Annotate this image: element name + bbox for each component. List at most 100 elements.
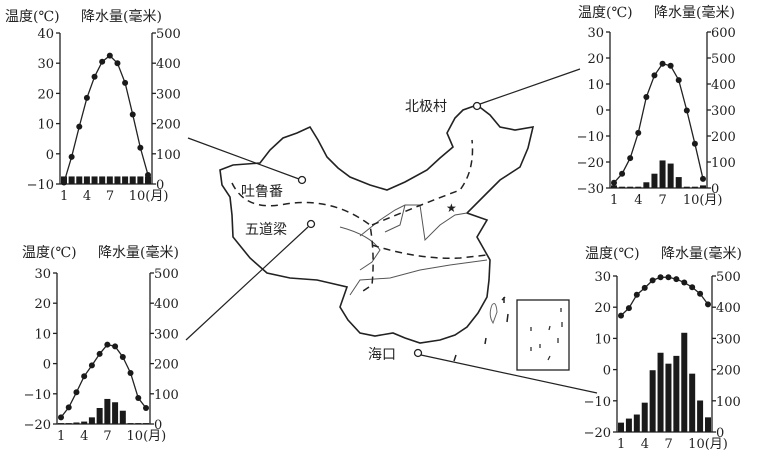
climate-charts: 温度(℃) 降水量(毫米)403020100−105004003002001000… [5, 4, 742, 452]
right-tick-label: 100 [156, 148, 181, 163]
precipitation-bar [691, 186, 698, 188]
right-tick-label: 300 [154, 327, 179, 342]
temperature-line [620, 276, 709, 317]
left-tick-label: 10 [37, 118, 54, 133]
temperature-point [68, 153, 75, 160]
temperature-point [673, 276, 680, 283]
temperature-point [91, 73, 98, 80]
precipitation-bar [689, 373, 696, 432]
left-tick-label: 0 [596, 104, 604, 119]
inset-dashes [530, 308, 563, 361]
climate-chart-2: 温度(℃) 降水量(毫米)3020100−10−20500400300200100… [22, 244, 179, 444]
precipitation-bar [129, 176, 136, 184]
precipitation-bar [96, 407, 103, 424]
precipitation-bar [91, 176, 98, 184]
temperature-point [119, 353, 126, 360]
precipitation-bar [119, 410, 126, 424]
temperature-point [127, 369, 134, 376]
precipitation-axis-title: 降水量(毫米) [81, 8, 162, 25]
x-tick-label: 1 [617, 437, 625, 452]
temperature-axis-title: 温度(℃) [578, 5, 633, 21]
left-tick-label: −10 [577, 130, 604, 145]
right-tick-label: 300 [156, 87, 181, 102]
china-map: ★ 北极村 吐鲁番 五道梁 海口 [185, 68, 598, 394]
temperature-point [135, 395, 142, 402]
leader-line-turpan [187, 137, 300, 180]
x-tick-label: 10(月) [683, 193, 723, 208]
x-tick-label: 7 [106, 189, 114, 204]
left-tick-label: 30 [37, 57, 54, 72]
left-tick-label: 0 [46, 148, 54, 163]
temperature-point [659, 60, 666, 67]
capital-star-icon: ★ [446, 201, 457, 215]
right-tick-label: 0 [716, 426, 724, 441]
temperature-line [60, 343, 147, 418]
precipitation-bar [697, 400, 704, 432]
precipitation-bar [58, 423, 64, 424]
left-tick-label: −10 [24, 388, 51, 403]
precipitation-bar [649, 370, 656, 432]
temperature-point [627, 155, 634, 162]
left-tick-label: 10 [34, 327, 51, 342]
precipitation-bar [104, 398, 111, 424]
leader-line-haikou [420, 354, 598, 394]
temperature-point [611, 179, 617, 186]
precipitation-bar [673, 355, 680, 432]
temperature-point [643, 94, 650, 100]
right-tick-label: 500 [156, 27, 181, 42]
x-tick-label: 10(月) [127, 429, 167, 444]
left-tick-label: 30 [34, 267, 51, 282]
x-tick-label: 4 [641, 437, 649, 452]
temperature-point [83, 94, 90, 101]
temperature-point [618, 312, 624, 319]
station-label-turpan: 吐鲁番 [241, 184, 283, 200]
right-tick-label: 400 [154, 297, 179, 312]
left-tick-label: −10 [584, 395, 611, 410]
temperature-point [129, 111, 136, 118]
precipitation-bar [627, 186, 634, 188]
left-tick-label: −20 [577, 156, 604, 171]
temperature-point [145, 171, 151, 178]
left-tick-label: 40 [37, 27, 54, 42]
temperature-point [76, 123, 83, 130]
temperature-point [697, 290, 704, 297]
precipitation-bar [665, 363, 672, 432]
x-tick-label: 1 [610, 193, 618, 208]
temperature-point [675, 77, 682, 84]
climate-chart-1: 温度(℃) 降水量(毫米)3020100−10−20−30600500400300… [577, 4, 736, 208]
x-tick-label: 4 [634, 193, 642, 208]
x-tick-label: 1 [57, 429, 65, 444]
left-tick-label: 20 [587, 52, 604, 67]
south-sea-dashes [453, 296, 509, 362]
precipitation-bar [88, 417, 95, 424]
right-tick-label: 200 [156, 118, 181, 133]
x-tick-label: 7 [664, 437, 672, 452]
temperature-point [681, 279, 688, 286]
station-label-haikou: 海口 [368, 347, 396, 363]
temperature-point [137, 144, 144, 151]
taiwan-island [489, 303, 498, 325]
temperature-point [143, 404, 149, 411]
precipitation-bar [68, 176, 75, 184]
temperature-point [641, 284, 648, 291]
station-label-wudaoliang: 五道梁 [245, 222, 287, 238]
temperature-point [88, 362, 95, 369]
precipitation-bar [681, 332, 688, 432]
precipitation-bar [73, 422, 80, 424]
right-tick-label: 100 [716, 395, 741, 410]
right-tick-label: 300 [711, 104, 736, 119]
precipitation-bar [643, 182, 650, 188]
precipitation-bar [619, 186, 626, 188]
south-china-sea-inset [516, 299, 570, 371]
temperature-point [81, 373, 88, 380]
left-tick-label: −20 [24, 418, 51, 433]
china-outline [219, 104, 535, 344]
right-tick-label: 100 [711, 156, 736, 171]
precipitation-bar [635, 186, 642, 188]
left-tick-label: 30 [594, 270, 611, 285]
temperature-point [651, 72, 658, 79]
precipitation-bar [657, 352, 664, 432]
leader-line-wudaoliang [185, 226, 309, 341]
precipitation-bar [76, 176, 83, 184]
temperature-point [65, 404, 72, 411]
